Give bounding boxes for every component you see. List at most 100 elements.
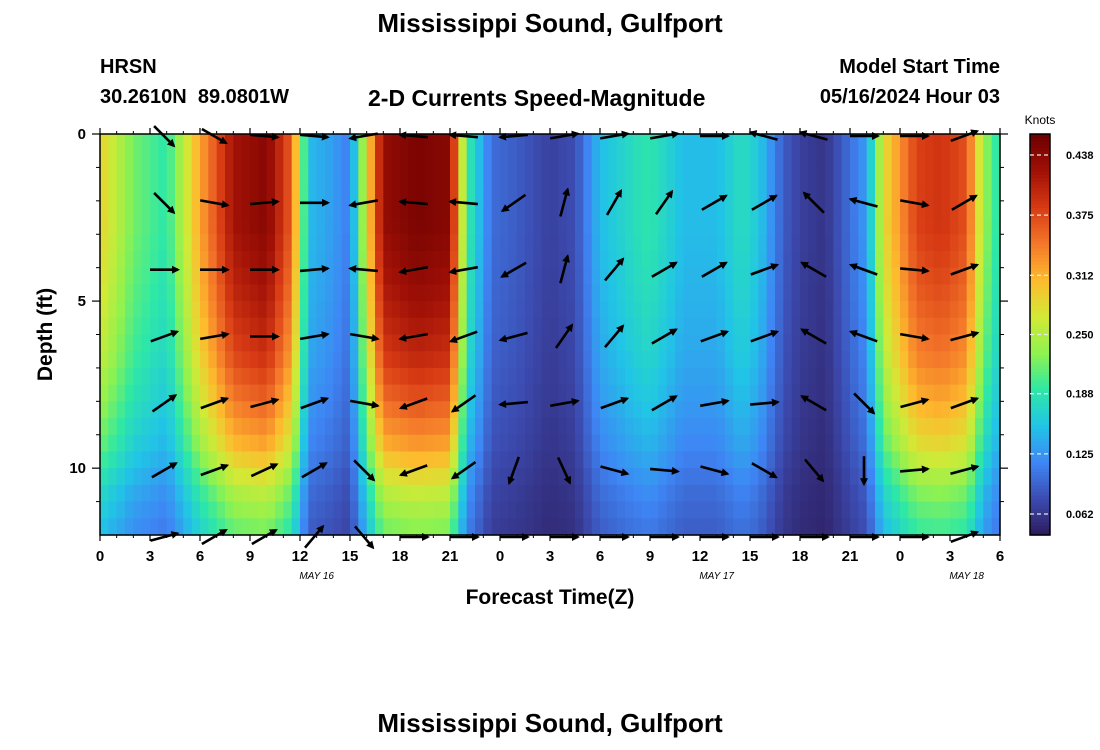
heatmap-cell: [266, 200, 276, 219]
heatmap-cell: [741, 267, 751, 285]
heatmap-cell: [500, 401, 509, 419]
heatmap-cell: [650, 200, 659, 219]
heatmap-cell: [825, 150, 834, 169]
heatmap-cell: [475, 434, 484, 453]
colorbar-cell: [1030, 404, 1050, 409]
heatmap-cell: [250, 501, 259, 519]
heatmap-cell: [616, 234, 626, 252]
heatmap-cell: [858, 217, 868, 235]
heatmap-cell: [600, 317, 609, 336]
heatmap-cell: [608, 234, 618, 252]
heatmap-cell: [233, 518, 243, 536]
heatmap-cell: [791, 284, 801, 302]
heatmap-cell: [758, 134, 768, 152]
heatmap-cell: [816, 518, 826, 536]
colorbar-cell: [1030, 454, 1050, 459]
heatmap-cell: [641, 301, 651, 319]
heatmap-cell: [566, 384, 576, 402]
heatmap-cell: [716, 317, 726, 336]
heatmap-cell: [791, 451, 801, 469]
heatmap-cell: [708, 351, 718, 369]
heatmap-cell: [125, 200, 134, 219]
heatmap-cell: [233, 451, 243, 469]
current-vector: [500, 193, 527, 213]
heatmap-cell: [275, 334, 284, 352]
heatmap-cell: [333, 217, 343, 235]
heatmap-cell: [233, 484, 243, 503]
heatmap-cell: [525, 267, 534, 285]
heatmap-cell: [625, 451, 634, 469]
heatmap-cell: [441, 267, 451, 285]
current-vector: [199, 331, 230, 341]
heatmap-cell: [266, 217, 276, 235]
heatmap-cell: [500, 234, 509, 252]
heatmap-cell: [900, 451, 909, 469]
heatmap-cell: [333, 267, 343, 285]
heatmap-cell: [508, 351, 518, 369]
heatmap-cell: [716, 334, 726, 352]
heatmap-cell: [808, 484, 818, 503]
heatmap-cell: [408, 401, 418, 419]
heatmap-cell: [658, 267, 668, 285]
heatmap-cell: [458, 184, 468, 202]
heatmap-cell: [441, 401, 451, 419]
heatmap-cell: [266, 384, 276, 402]
heatmap-cell: [200, 451, 209, 469]
heatmap-cell: [650, 150, 659, 169]
heatmap-cell: [141, 250, 151, 269]
heatmap-cell: [425, 250, 434, 269]
heatmap-cell: [158, 468, 168, 486]
current-vector: [201, 528, 228, 546]
heatmap-cell: [508, 484, 518, 503]
heatmap-cell: [450, 317, 459, 336]
heatmap-cell: [650, 367, 659, 386]
heatmap-cell: [975, 234, 984, 252]
heatmap-cell: [408, 134, 418, 152]
heatmap-cell: [750, 418, 759, 436]
heatmap-cell: [491, 351, 501, 369]
heatmap-cell: [716, 501, 726, 519]
heatmap-cell: [191, 317, 201, 336]
heatmap-cell: [491, 468, 501, 486]
heatmap-cell: [741, 384, 751, 402]
heatmap-cell: [358, 518, 368, 536]
heatmap-cell: [358, 334, 368, 352]
heatmap-cell: [966, 284, 976, 302]
heatmap-cell: [433, 284, 443, 302]
heatmap-cell: [683, 200, 693, 219]
heatmap-cell: [691, 317, 701, 336]
heatmap-cell: [908, 267, 918, 285]
heatmap-cell: [500, 250, 509, 269]
heatmap-cell: [391, 501, 401, 519]
heatmap-cell: [975, 217, 984, 235]
heatmap-cell: [208, 501, 218, 519]
heatmap-cell: [858, 501, 868, 519]
heatmap-cell: [150, 334, 159, 352]
heatmap-cell: [633, 267, 643, 285]
heatmap-cell: [958, 384, 968, 402]
heatmap-cell: [108, 518, 118, 536]
heatmap-cell: [183, 384, 193, 402]
heatmap-cell: [950, 451, 959, 469]
heatmap-cell: [625, 434, 634, 453]
heatmap-cell: [950, 134, 959, 152]
heatmap-cell: [891, 468, 901, 486]
heatmap-cell: [250, 401, 259, 419]
current-vector: [448, 265, 479, 275]
heatmap-cell: [600, 284, 609, 302]
heatmap-cell: [591, 134, 601, 152]
heatmap-cell: [483, 367, 493, 386]
heatmap-cell: [625, 134, 634, 152]
heatmap-cell: [883, 134, 893, 152]
heatmap-cell: [708, 267, 718, 285]
heatmap-cell: [408, 418, 418, 436]
heatmap-cell: [366, 484, 376, 503]
heatmap-cell: [391, 200, 401, 219]
current-vector: [498, 132, 529, 141]
heatmap-cell: [200, 167, 209, 185]
heatmap-cell: [683, 301, 693, 319]
heatmap-cell: [350, 418, 359, 436]
heatmap-cell: [875, 301, 884, 319]
heatmap-cell: [333, 367, 343, 386]
heatmap-cell: [708, 317, 718, 336]
